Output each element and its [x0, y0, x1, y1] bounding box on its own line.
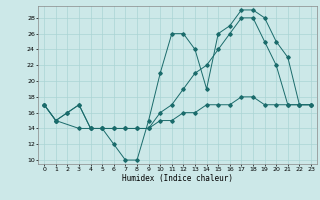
X-axis label: Humidex (Indice chaleur): Humidex (Indice chaleur) — [122, 174, 233, 183]
